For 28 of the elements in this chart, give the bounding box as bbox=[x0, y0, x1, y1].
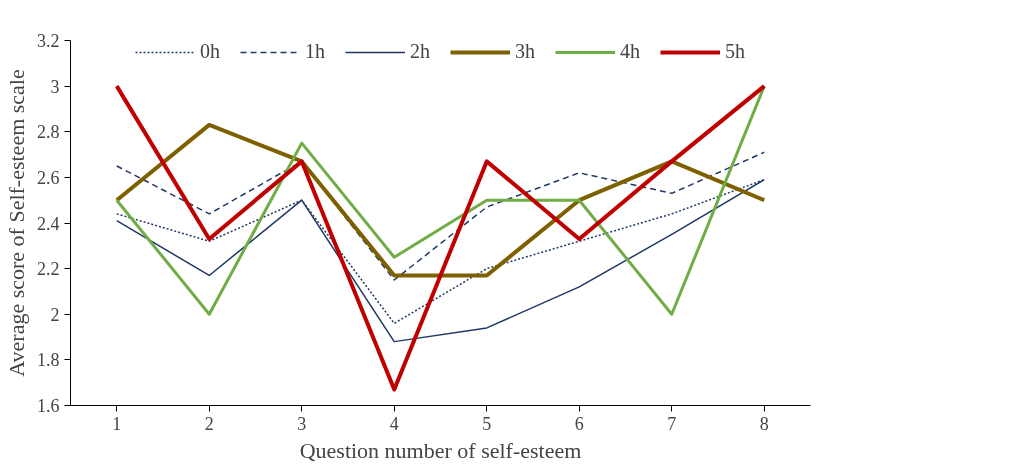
legend-label: 4h bbox=[620, 40, 640, 63]
legend-label: 0h bbox=[200, 40, 220, 63]
x-tick-label: 6 bbox=[574, 413, 584, 434]
y-tick-label: 2.6 bbox=[37, 167, 60, 188]
legend-label: 5h bbox=[725, 40, 745, 63]
y-tick-label: 3 bbox=[50, 76, 60, 97]
y-tick-label: 2.4 bbox=[37, 213, 60, 234]
line-series bbox=[116, 151, 765, 281]
legend-label: 3h bbox=[515, 40, 535, 63]
y-tick-label: 2.8 bbox=[37, 122, 60, 143]
x-axis-title: Question number of self-esteem bbox=[299, 437, 582, 463]
line-series bbox=[114, 84, 767, 392]
x-tick-label: 4 bbox=[389, 413, 399, 434]
y-tick-label: 1.8 bbox=[37, 350, 60, 371]
x-tick-label: 1 bbox=[112, 413, 122, 434]
legend-label: 1h bbox=[305, 40, 325, 63]
y-tick-label: 2.2 bbox=[37, 259, 60, 280]
x-tick-label: 3 bbox=[297, 413, 307, 434]
x-tick-label: 7 bbox=[667, 413, 677, 434]
y-tick-label: 3.2 bbox=[37, 31, 60, 51]
y-tick-label: 1.6 bbox=[37, 396, 60, 416]
line-series bbox=[114, 122, 767, 278]
x-tick-label: 5 bbox=[482, 413, 492, 434]
x-tick-label: 8 bbox=[759, 413, 769, 434]
legend-label: 2h bbox=[410, 40, 430, 63]
y-tick-label: 2 bbox=[50, 304, 60, 325]
y-axis-title: Average score of Self-esteem scale bbox=[4, 69, 29, 377]
x-tick-label: 2 bbox=[204, 413, 214, 434]
